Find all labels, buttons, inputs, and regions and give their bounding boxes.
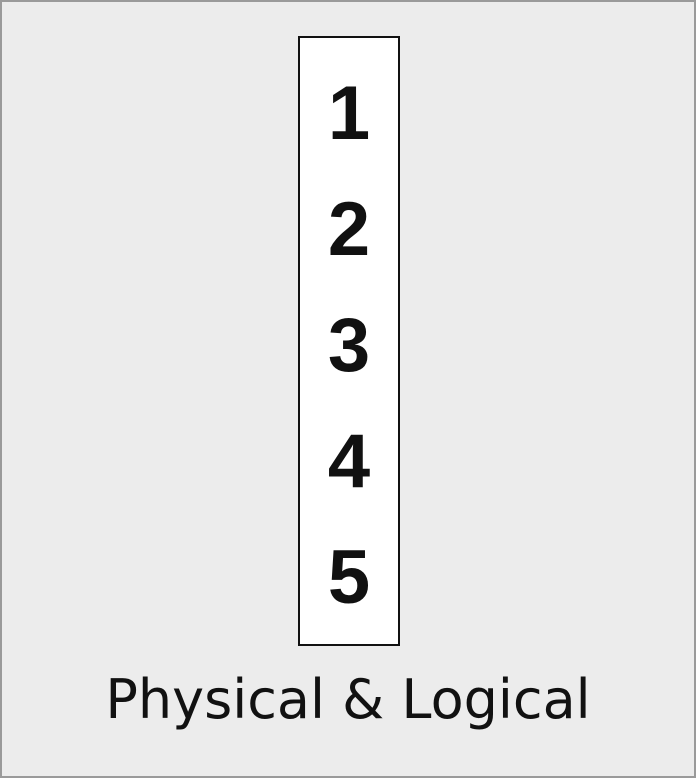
cell-1: 1 — [327, 71, 371, 156]
cell-5: 5 — [327, 535, 371, 620]
diagram-caption: Physical & Logical — [105, 668, 591, 731]
cell-3: 3 — [327, 303, 371, 388]
memory-column: 1 2 3 4 5 — [298, 36, 400, 646]
cell-2: 2 — [327, 187, 371, 272]
cell-4: 4 — [327, 419, 371, 504]
